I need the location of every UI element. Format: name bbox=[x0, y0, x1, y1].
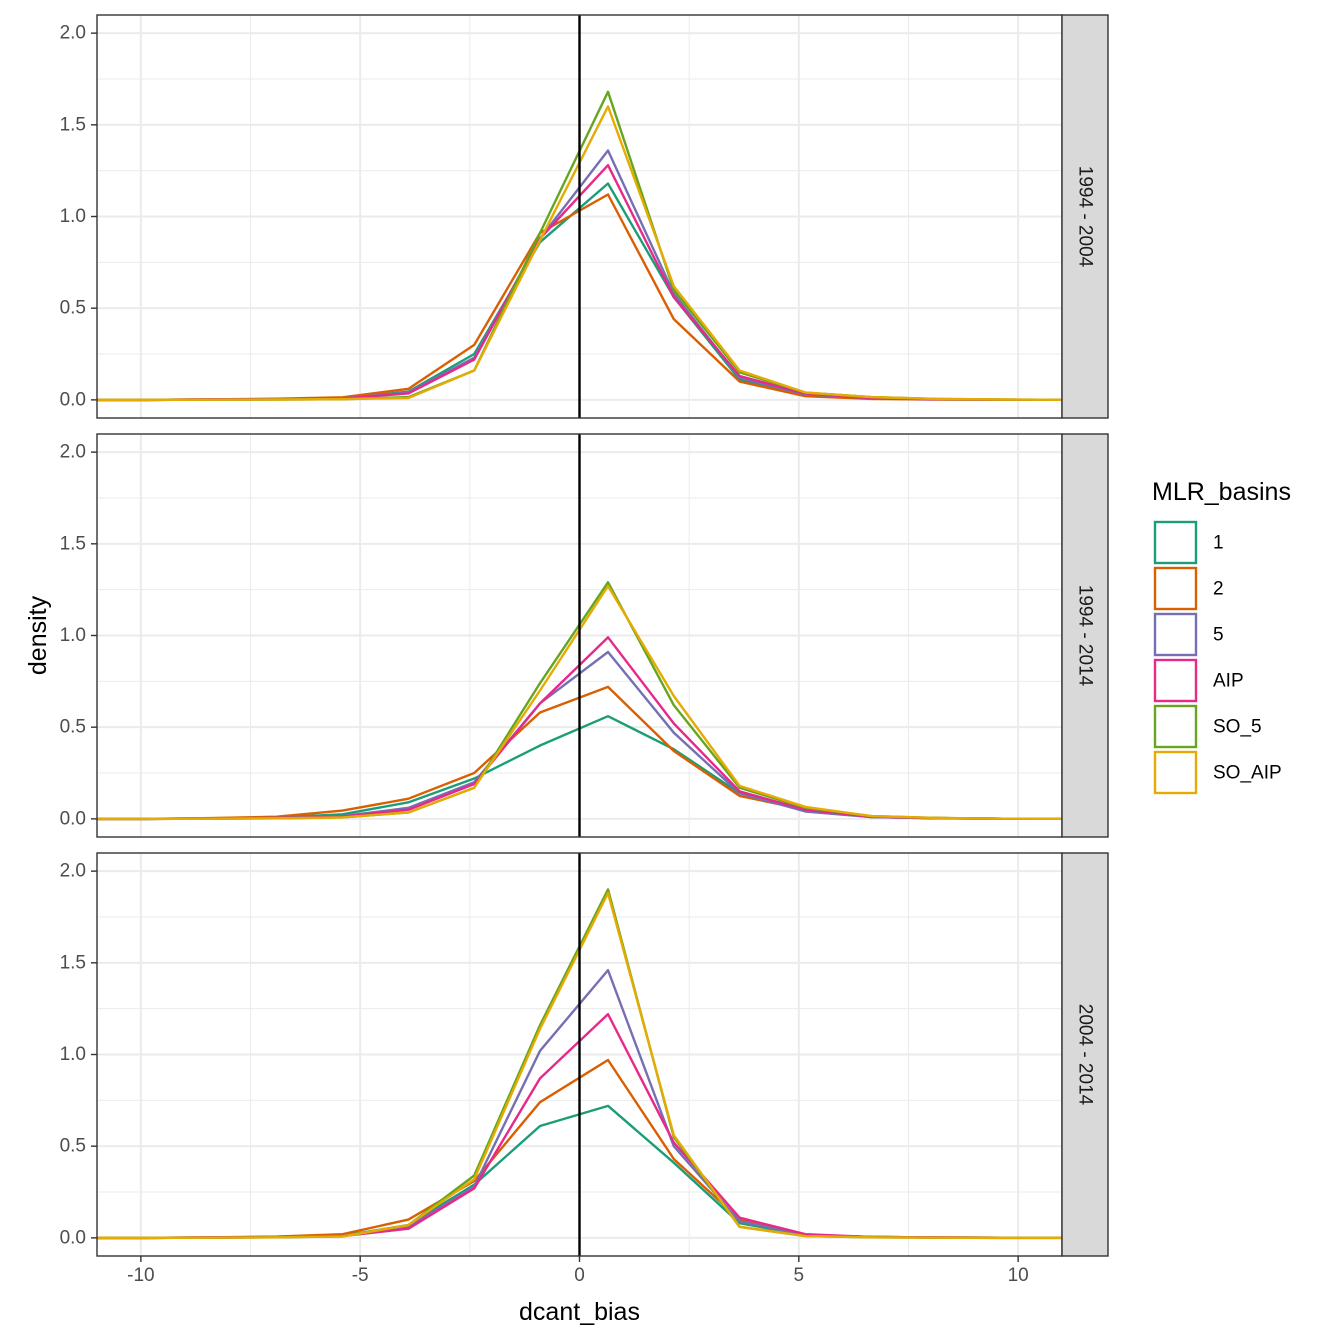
legend-key bbox=[1153, 704, 1198, 749]
y-tick-label: 0.5 bbox=[60, 1136, 86, 1157]
series-lines bbox=[97, 90, 1062, 402]
facet-strip bbox=[1061, 852, 1109, 1257]
series-line-so-aip bbox=[97, 105, 1062, 402]
legend-item-2: 2 bbox=[1153, 566, 1224, 611]
legend-label: AIP bbox=[1213, 671, 1244, 692]
series-lines bbox=[97, 581, 1062, 821]
y-tick-label: 0.5 bbox=[60, 717, 86, 738]
x-tick-label: 0 bbox=[574, 1265, 585, 1286]
legend-label: 2 bbox=[1213, 579, 1224, 600]
y-tick-label: 0.0 bbox=[60, 389, 86, 410]
legend-item-so-aip: SO_AIP bbox=[1153, 750, 1282, 795]
x-tick-label: 10 bbox=[1008, 1265, 1029, 1286]
facet-panel: 1994 - 2004 0.0 0.5 1.0 1.5 2.0 bbox=[60, 14, 1109, 419]
y-tick-label: 1.5 bbox=[60, 952, 86, 973]
facet-strip bbox=[1061, 14, 1109, 419]
facet-strip-label: 2004 - 2014 bbox=[1075, 1004, 1096, 1106]
series-line-so-aip bbox=[97, 584, 1062, 821]
legend-item-so-5: SO_5 bbox=[1153, 704, 1262, 749]
legend-item-5: 5 bbox=[1153, 612, 1224, 657]
legend-key bbox=[1153, 566, 1198, 611]
legend-item-aip: AIP bbox=[1153, 658, 1244, 703]
legend-label: 1 bbox=[1213, 533, 1224, 554]
y-tick-label: 0.5 bbox=[60, 298, 86, 319]
y-axis-title: density bbox=[24, 595, 52, 675]
x-tick-label: -5 bbox=[352, 1265, 369, 1286]
x-tick-label: -10 bbox=[127, 1265, 154, 1286]
legend-key bbox=[1153, 612, 1198, 657]
legend-label: 5 bbox=[1213, 625, 1224, 646]
facet-strip-label: 1994 - 2004 bbox=[1075, 166, 1096, 268]
legend: MLR_basins 1 2 5 AIP SO_5 SO_AIP bbox=[1152, 478, 1291, 795]
y-tick-label: 1.0 bbox=[60, 206, 86, 227]
x-axis-title: dcant_bias bbox=[519, 1298, 640, 1326]
facet-panel: 2004 - 2014 0.0 0.5 1.0 1.5 2.0 bbox=[60, 852, 1109, 1257]
legend-key bbox=[1153, 520, 1198, 565]
facet-panel: 1994 - 2014 0.0 0.5 1.0 1.5 2.0 bbox=[60, 433, 1109, 838]
y-tick-label: 2.0 bbox=[60, 861, 86, 882]
facet-panels: 1994 - 2004 0.0 0.5 1.0 1.5 2.0 1994 - 2014 0.0… bbox=[60, 14, 1109, 1257]
y-tick-label: 2.0 bbox=[60, 442, 86, 463]
legend-key bbox=[1153, 658, 1198, 703]
x-axis: -10 -5 0 5 10 bbox=[127, 1256, 1029, 1286]
y-tick-label: 0.0 bbox=[60, 1227, 86, 1248]
y-tick-label: 1.5 bbox=[60, 533, 86, 554]
legend-title: MLR_basins bbox=[1152, 478, 1291, 506]
legend-label: SO_5 bbox=[1213, 717, 1262, 738]
series-lines bbox=[97, 888, 1062, 1240]
y-tick-label: 1.0 bbox=[60, 1044, 86, 1065]
x-tick-label: 5 bbox=[794, 1265, 805, 1286]
legend-key bbox=[1153, 750, 1198, 795]
facet-strip-label: 1994 - 2014 bbox=[1075, 585, 1096, 687]
series-line-so-aip bbox=[97, 891, 1062, 1240]
y-tick-label: 1.0 bbox=[60, 625, 86, 646]
y-tick-label: 0.0 bbox=[60, 808, 86, 829]
legend-item-1: 1 bbox=[1153, 520, 1224, 565]
y-tick-label: 2.0 bbox=[60, 23, 86, 44]
legend-label: SO_AIP bbox=[1213, 763, 1282, 784]
facet-strip bbox=[1061, 433, 1109, 838]
y-tick-label: 1.5 bbox=[60, 114, 86, 135]
